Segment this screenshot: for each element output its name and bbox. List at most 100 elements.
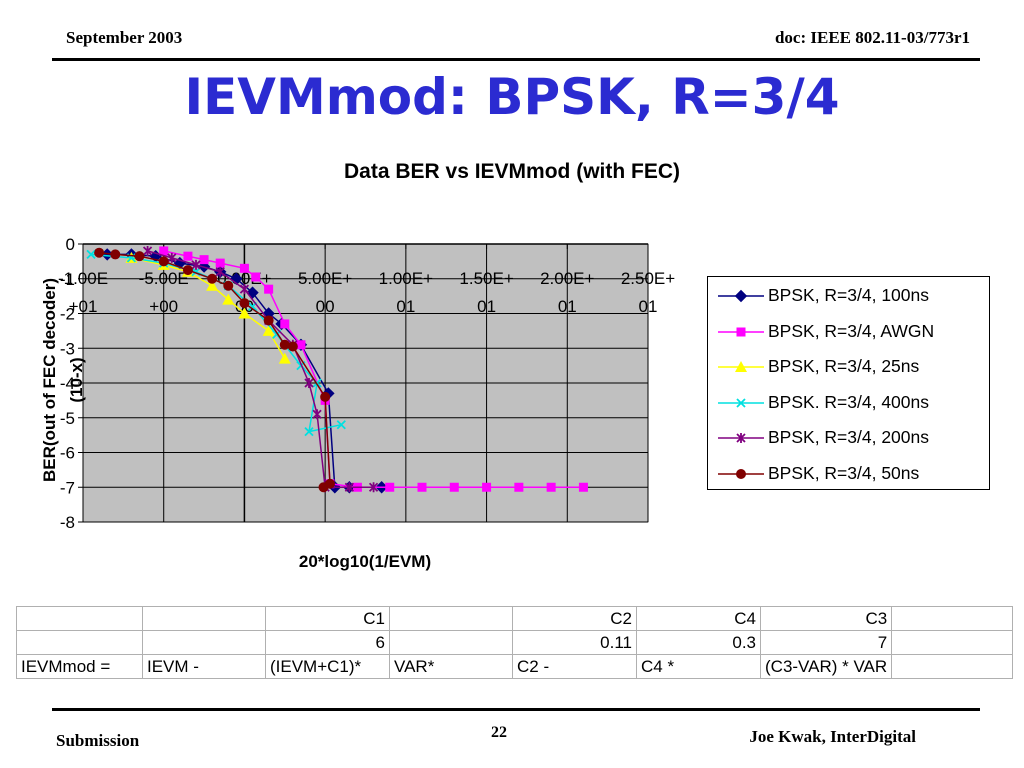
data-point-series-6 xyxy=(110,249,121,260)
table-cell: VAR* xyxy=(389,654,513,679)
chart-title: Data BER vs IEVMmod (with FEC) xyxy=(343,160,681,183)
legend-marker xyxy=(736,327,746,336)
data-point-series-3 xyxy=(278,352,291,364)
data-point-series-2 xyxy=(546,482,556,492)
data-point-series-5 xyxy=(312,409,322,420)
data-point-series-2 xyxy=(578,482,588,492)
legend-marker xyxy=(736,468,746,479)
table-cell xyxy=(142,630,266,655)
data-point-series-3 xyxy=(238,307,251,319)
header-rule xyxy=(52,58,980,61)
x-tick-label: -5.00E xyxy=(139,269,189,288)
data-point-series-5 xyxy=(304,378,314,388)
data-point-series-4 xyxy=(304,427,314,437)
legend-marker xyxy=(736,397,746,408)
table-cell xyxy=(891,654,1014,679)
table-cell: (C3-VAR) * VAR xyxy=(759,654,893,679)
y-axis-title-line2: (10-x) xyxy=(67,357,86,402)
data-point-series-2 xyxy=(239,263,249,273)
table-cell: (IEVM+C1)* xyxy=(265,654,390,679)
y-tick-label: -5 xyxy=(60,409,75,428)
legend-symbol xyxy=(718,433,764,443)
data-point-series-2 xyxy=(385,482,395,492)
data-point-series-5 xyxy=(239,284,250,295)
y-tick-label: -2 xyxy=(60,305,75,324)
table-cell: C2 - xyxy=(512,654,637,679)
x-tick-label: +01 xyxy=(69,297,98,316)
table-cell: 6 xyxy=(265,630,390,655)
table-cell xyxy=(16,606,143,631)
legend-symbol xyxy=(718,361,764,372)
table-row: 6 0.11 0.3 7 xyxy=(16,630,1014,655)
x-tick-label: 01 xyxy=(477,297,496,316)
data-point-series-5 xyxy=(368,482,379,493)
legend-entry-3: BPSK, R=3/4, 25ns xyxy=(708,352,988,382)
table-cell: C1 xyxy=(265,606,390,631)
data-point-series-5 xyxy=(344,482,354,493)
data-point-series-2 xyxy=(449,482,459,492)
data-point-series-6 xyxy=(279,339,290,350)
data-point-series-3 xyxy=(222,293,235,305)
table-cell xyxy=(891,630,1014,655)
header-doc-id: doc: IEEE 802.11-03/773r1 xyxy=(774,28,970,47)
data-point-series-2 xyxy=(482,482,492,492)
data-point-series-6 xyxy=(223,280,234,291)
y-axis-title: BER(out of FEC decoder) xyxy=(40,278,59,482)
data-point-series-2 xyxy=(183,251,193,261)
data-point-series-5 xyxy=(215,266,225,277)
data-point-series-2 xyxy=(514,482,524,492)
x-tick-label: 00 xyxy=(316,297,335,316)
data-point-series-2 xyxy=(296,340,306,350)
legend-entry-5: BPSK, R=3/4, 200ns xyxy=(708,423,988,453)
data-point-series-6 xyxy=(320,391,331,402)
header-date: September 2003 xyxy=(66,28,183,47)
data-point-series-2 xyxy=(159,246,169,256)
footer-author: Joe Kwak, InterDigital xyxy=(749,727,916,746)
data-point-series-5 xyxy=(167,252,177,263)
data-point-series-5 xyxy=(142,245,153,256)
table-cell xyxy=(142,606,266,631)
y-tick-label: -4 xyxy=(60,374,75,393)
data-point-series-6 xyxy=(318,482,329,493)
legend-entry-6: BPSK, R=3/4, 50ns xyxy=(708,459,988,489)
legend-label: BPSK, R=3/4, 200ns xyxy=(768,427,930,447)
footer-page-number: 22 xyxy=(491,724,507,741)
legend-label: BPSK, R=3/4, 25ns xyxy=(768,356,920,376)
y-tick-label: -8 xyxy=(60,513,75,532)
x-tick-label: 01 xyxy=(639,297,658,316)
data-point-series-3 xyxy=(262,324,275,336)
chart-svg: 0-1-2-3-4-5-6-7-8-1.00E+01-5.00E+000.00E… xyxy=(40,235,675,571)
data-point-series-4 xyxy=(336,420,346,430)
data-point-series-3 xyxy=(206,279,219,291)
x-tick-label: 5.00E+ xyxy=(298,269,352,288)
x-tick-label: 1.00E+ xyxy=(379,269,433,288)
data-point-series-2 xyxy=(199,255,209,265)
table-cell: 0.3 xyxy=(636,630,761,655)
x-tick-label: 2.00E+ xyxy=(540,269,594,288)
data-point-series-6 xyxy=(94,247,105,258)
x-tick-label: +00 xyxy=(149,297,178,316)
legend-marker xyxy=(736,433,746,443)
data-point-series-2 xyxy=(264,284,274,294)
table-cell: C2 xyxy=(512,606,637,631)
data-point-series-6 xyxy=(287,341,298,352)
table-cell: 0.11 xyxy=(512,630,637,655)
table-cell: IEVMmod = xyxy=(16,654,143,679)
data-point-series-6 xyxy=(263,315,274,326)
legend-entry-2: BPSK, R=3/4, AWGN xyxy=(708,317,988,347)
data-point-series-5 xyxy=(191,259,201,270)
data-point-series-2 xyxy=(417,482,427,492)
data-point-series-4 xyxy=(86,249,96,260)
table-cell xyxy=(16,630,143,655)
legend-label: BPSK, R=3/4, 100ns xyxy=(768,285,930,305)
legend-entry-1: BPSK, R=3/4, 100ns xyxy=(708,281,988,311)
x-tick-label: 01 xyxy=(558,297,577,316)
legend-symbol xyxy=(718,289,764,303)
x-tick-label: 2.50E+ xyxy=(621,269,675,288)
y-tick-label: -3 xyxy=(60,339,75,358)
table-row: C1 C2 C4 C3 xyxy=(16,606,1014,631)
slide-title: IEVMmod: BPSK, R=3/4 xyxy=(184,68,840,126)
data-point-series-2 xyxy=(215,258,225,268)
table-cell: C3 xyxy=(759,606,893,631)
y-tick-label: 0 xyxy=(66,235,75,254)
